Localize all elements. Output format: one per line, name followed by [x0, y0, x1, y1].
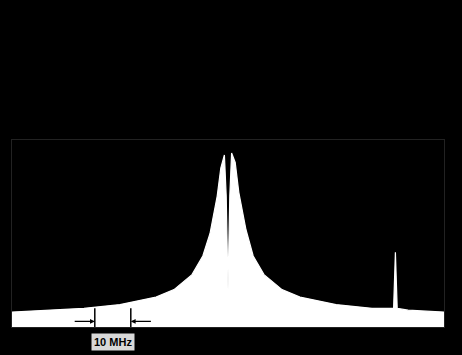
svg-text:10 MHz: 10 MHz	[94, 336, 132, 348]
